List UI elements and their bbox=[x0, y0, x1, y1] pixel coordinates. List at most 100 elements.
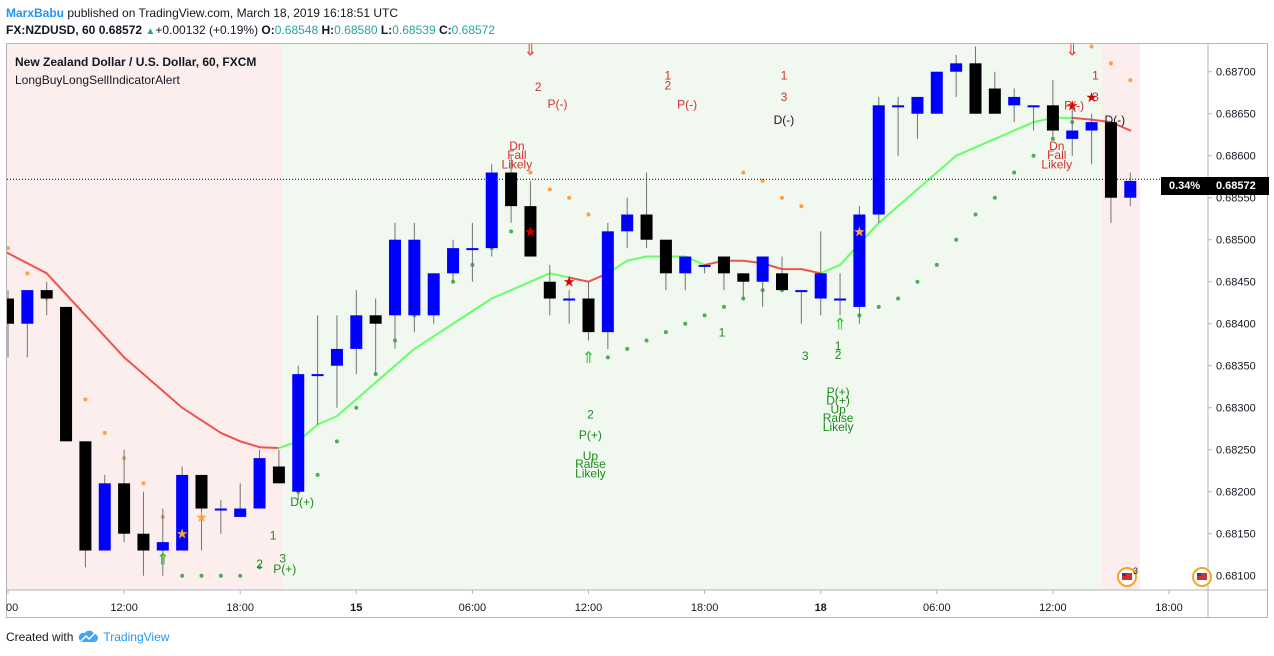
signal-label: 2 bbox=[835, 348, 842, 362]
signal-label: Raise bbox=[823, 411, 854, 425]
x-tick-label: 15 bbox=[350, 602, 362, 614]
x-tick-label: 18:00 bbox=[691, 602, 719, 614]
psar-dot-orange bbox=[741, 170, 746, 175]
price-change-pct: 0.34% bbox=[1169, 180, 1201, 192]
chart-frame bbox=[6, 43, 1268, 618]
up-arrow-icon: ⇑ bbox=[156, 550, 169, 569]
high-value: 0.68580 bbox=[334, 23, 378, 37]
ema-segment bbox=[161, 389, 184, 409]
psar-dot-orange bbox=[102, 430, 107, 435]
candle-body bbox=[466, 248, 479, 251]
ema-segment bbox=[65, 293, 87, 317]
signal-label: P(-) bbox=[548, 97, 568, 111]
ema-segment bbox=[877, 205, 900, 224]
signal-label: Fall bbox=[1047, 148, 1066, 162]
event-count-badge: 3 bbox=[1133, 566, 1138, 576]
candle-body bbox=[389, 239, 401, 316]
symbol-label: FX:NZDUSD, 60 bbox=[6, 23, 96, 37]
psar-dot-green bbox=[1031, 153, 1036, 158]
candle-body bbox=[872, 105, 885, 215]
psar-dot-green bbox=[721, 304, 726, 309]
signal-label: 3 bbox=[781, 90, 788, 104]
ema-segment bbox=[490, 289, 513, 300]
candle-body bbox=[253, 458, 266, 509]
candle-body bbox=[524, 206, 537, 257]
tradingview-link[interactable]: TradingView bbox=[103, 630, 170, 644]
candle-body bbox=[98, 483, 111, 551]
open-label: O: bbox=[261, 23, 275, 37]
ema-segment bbox=[897, 188, 919, 208]
candle-body bbox=[582, 298, 595, 333]
psar-dot-green bbox=[315, 472, 320, 477]
y-tick-label: 0.68650 bbox=[1216, 109, 1256, 121]
y-tick-label: 0.68700 bbox=[1216, 67, 1256, 79]
ema-segment bbox=[1071, 116, 1093, 121]
publish-text: published on TradingView.com, March 18, … bbox=[64, 6, 398, 20]
candle-body bbox=[79, 441, 92, 551]
down-arrow-icon: ⇓ bbox=[524, 41, 537, 60]
ema-segment bbox=[84, 314, 106, 338]
psar-dot-green bbox=[238, 573, 243, 578]
change-value: +0.00132 (+0.19%) bbox=[155, 23, 259, 37]
signal-label: 1 bbox=[719, 325, 726, 339]
y-tick-label: 0.68250 bbox=[1216, 445, 1256, 457]
candle-body bbox=[659, 239, 672, 274]
quote-line: FX:NZDUSD, 60 0.68572 ▲+0.00132 (+0.19%)… bbox=[6, 22, 495, 40]
y-tick-label: 0.68600 bbox=[1216, 151, 1256, 163]
ema-segment bbox=[800, 268, 822, 275]
candle-body bbox=[950, 63, 963, 72]
ema-segment bbox=[7, 252, 29, 265]
signal-label: P(-) bbox=[1064, 99, 1084, 113]
current-price-tag: 0.34% 0.68572 bbox=[1161, 177, 1269, 195]
candle-body bbox=[563, 298, 576, 301]
psar-dot-orange bbox=[83, 397, 88, 402]
psar-dot-green bbox=[257, 565, 262, 570]
candle-body bbox=[60, 306, 73, 442]
publish-info: MarxBabu published on TradingView.com, M… bbox=[6, 5, 398, 21]
signal-label: 1 bbox=[1092, 68, 1099, 82]
signal-label: 1 bbox=[835, 339, 842, 353]
psar-dot-orange bbox=[1108, 61, 1113, 66]
psar-dot-green bbox=[992, 195, 997, 200]
psar-dot-orange bbox=[586, 212, 591, 217]
ema-segment bbox=[394, 347, 416, 367]
last-price: 0.68572 bbox=[98, 23, 143, 37]
author-link[interactable]: MarxBabu bbox=[6, 6, 65, 20]
psar-dot-orange bbox=[760, 178, 765, 183]
signal-label: Fall bbox=[507, 148, 526, 162]
psar-dot-green bbox=[199, 573, 204, 578]
signal-label: 1 bbox=[664, 68, 671, 82]
orange-star-icon: ★ bbox=[195, 510, 208, 526]
footer: Created with TradingView bbox=[6, 630, 169, 644]
down-arrow-icon: ⇓ bbox=[1066, 41, 1079, 60]
candle-body bbox=[292, 374, 305, 492]
ema-segment bbox=[935, 154, 958, 174]
psar-dot-green bbox=[915, 279, 920, 284]
psar-dot-green bbox=[605, 355, 610, 360]
x-tick-label: 12:00 bbox=[575, 602, 603, 614]
ema-segment bbox=[123, 356, 145, 376]
chart-legend: New Zealand Dollar / U.S. Dollar, 60, FX… bbox=[15, 53, 256, 89]
candle-body bbox=[427, 273, 440, 316]
candle-body bbox=[930, 71, 943, 114]
high-label: H: bbox=[321, 23, 335, 37]
background-zone-buy bbox=[282, 44, 1102, 590]
y-tick-label: 0.68150 bbox=[1216, 529, 1256, 541]
candle-body bbox=[408, 239, 421, 316]
indicator-name[interactable]: LongBuyLongSellIndicatorAlert bbox=[15, 73, 180, 87]
up-triangle-icon: ▲ bbox=[145, 26, 156, 37]
signal-label: Likely bbox=[1041, 157, 1072, 171]
psar-dot-green bbox=[663, 330, 668, 335]
signal-label: 3 bbox=[802, 349, 809, 363]
legend-title: New Zealand Dollar / U.S. Dollar, 60, FX… bbox=[15, 55, 257, 69]
psar-dot-orange bbox=[1128, 78, 1133, 83]
candle-body bbox=[969, 63, 982, 114]
y-tick-label: 0.68450 bbox=[1216, 277, 1256, 289]
ema-segment bbox=[974, 137, 996, 149]
psar-dot-green bbox=[876, 304, 881, 309]
y-tick-label: 0.68300 bbox=[1216, 403, 1256, 415]
ema-segment bbox=[529, 272, 551, 283]
psar-dot-green bbox=[334, 439, 339, 444]
psar-dot-green bbox=[354, 405, 359, 410]
